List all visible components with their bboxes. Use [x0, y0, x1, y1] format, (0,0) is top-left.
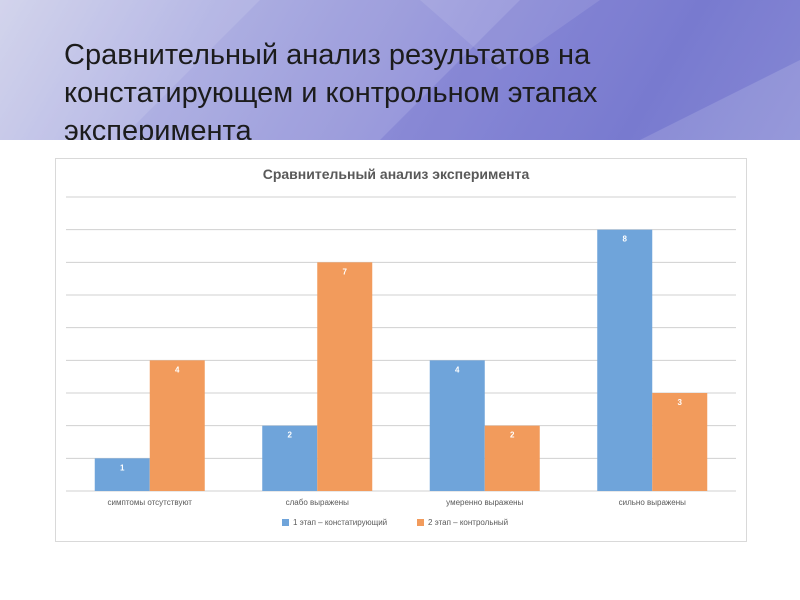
bar-series2-1 [149, 360, 205, 491]
title-banner: Сравнительный анализ результатов на конс… [0, 0, 800, 140]
bar-series1-3 [429, 360, 485, 491]
bar-series2-2 [317, 262, 373, 491]
data-label: 2 [510, 431, 515, 440]
bar-series2-4 [652, 393, 708, 491]
chart-container: Сравнительный анализ эксперимента 1 4 2 7 4 2… [55, 158, 747, 542]
bar-series1-2 [262, 425, 318, 491]
legend-label-1: 1 этап – констатирующий [293, 518, 387, 527]
data-label: 3 [678, 398, 683, 407]
bar-chart: Сравнительный анализ эксперимента 1 4 2 7 4 2… [66, 166, 736, 527]
data-label: 7 [343, 267, 348, 276]
x-tick-label: слабо выражены [286, 498, 349, 507]
legend-label-2: 2 этап – контрольный [428, 518, 508, 527]
bars: 1 4 2 7 4 2 8 3 [94, 229, 708, 491]
bar-series2-3 [484, 425, 540, 491]
data-label: 4 [455, 365, 460, 374]
slide-title: Сравнительный анализ результатов на конс… [64, 39, 598, 140]
chart-title: Сравнительный анализ эксперимента [263, 166, 530, 182]
x-tick-label: симптомы отсутствуют [108, 498, 193, 507]
banner-decoration [0, 0, 800, 140]
x-tick-label: сильно выражены [619, 498, 687, 507]
x-tick-label: умеренно выражены [446, 498, 523, 507]
data-label: 4 [175, 365, 180, 374]
data-label: 1 [120, 463, 125, 472]
data-label: 8 [623, 235, 628, 244]
bar-series1-4 [597, 229, 653, 491]
legend-swatch-1 [282, 519, 289, 526]
data-label: 2 [288, 431, 293, 440]
legend: 1 этап – констатирующий 2 этап – контроль… [282, 518, 508, 527]
x-axis-labels: симптомы отсутствуют слабо выражены умерен… [108, 498, 687, 507]
legend-swatch-2 [417, 519, 424, 526]
bar-series1-1 [94, 458, 150, 491]
